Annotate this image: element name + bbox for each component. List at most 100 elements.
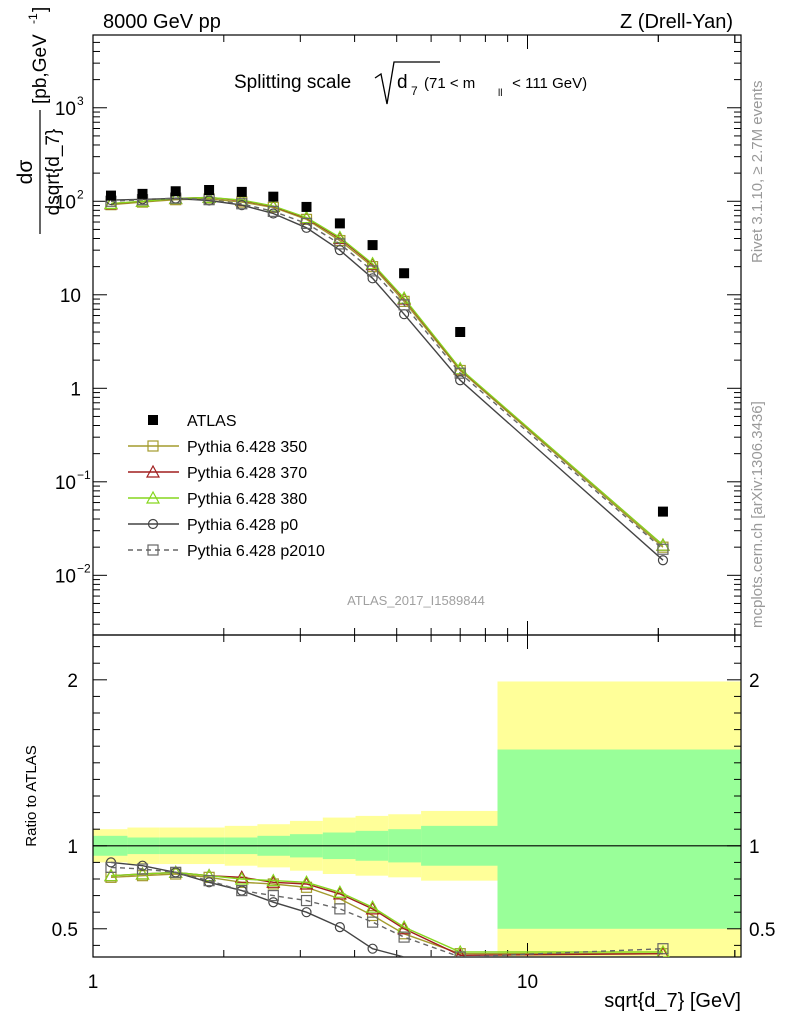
series-point-p380	[299, 210, 314, 224]
legend-label: Pythia 6.428 380	[187, 491, 307, 508]
plot-title-cut-end: < 111 GeV)	[508, 75, 587, 92]
ratio-point-p0	[301, 907, 312, 918]
plot-title-sqrt-sub: 7	[411, 84, 418, 98]
y-tick-label: 10	[55, 566, 76, 587]
y-axis-label-main: dσ dsqrt{d_7} [pb,GeV -1 ]	[14, 7, 64, 234]
ratio-point-p2010	[657, 943, 669, 955]
legend: ATLAS Pythia 6.428 350 Pythia 6.428 370 Pyt…	[128, 413, 325, 560]
main-series	[103, 185, 670, 566]
ratio-point-p0	[367, 943, 378, 954]
sqrt-sign	[374, 61, 440, 105]
ratio-point-p380	[332, 885, 347, 898]
ratio-point-p380	[234, 871, 249, 885]
legend-marker-p2010	[147, 544, 159, 556]
legend-marker-data	[148, 415, 158, 425]
ratio-tick-label-left: 2	[67, 671, 78, 692]
plot-title-main: Splitting scale	[234, 72, 351, 93]
ratio-series	[103, 857, 670, 957]
ratio-point-p380	[656, 944, 670, 957]
ratio-tick-label-right: 1	[749, 837, 760, 858]
ratio-point-p0	[268, 897, 279, 908]
legend-marker-p380	[145, 490, 161, 504]
ratio-tick-label-left: 1	[67, 837, 78, 858]
ratio-point-p2010	[366, 916, 379, 928]
legend-marker-p370	[145, 464, 161, 478]
series-point-p380	[397, 290, 412, 304]
ylabel-numerator: dσ	[14, 160, 37, 185]
legend-label: Pythia 6.428 370	[187, 465, 307, 482]
legend-label: Pythia 6.428 350	[187, 439, 307, 456]
ylabel-denominator: dsqrt{d_7}	[43, 129, 64, 216]
atlas-data-point	[268, 191, 279, 202]
legend-label: ATLAS	[187, 413, 237, 430]
atlas-data-point	[334, 218, 345, 229]
series-point-p380	[332, 230, 347, 244]
y-tick-label: 10	[55, 473, 76, 494]
series-point-p0	[657, 555, 669, 566]
atlas-data-point	[137, 188, 148, 199]
ratio-point-p370	[266, 875, 281, 888]
atlas-data-point	[399, 268, 410, 279]
ratio-point-p2010	[105, 861, 117, 873]
series-point-p2010	[366, 265, 379, 277]
legend-label: Pythia 6.428 p0	[187, 517, 298, 534]
ratio-point-p2010	[454, 951, 466, 957]
atlas-data-point	[170, 186, 181, 197]
series-point-p0	[455, 375, 466, 386]
atlas-data-point	[367, 240, 378, 251]
y-tick-label-exp: −1	[77, 468, 91, 482]
ratio-tick-label-right: 0.5	[749, 920, 775, 941]
atlas-data-point	[105, 190, 116, 201]
atlas-data-point	[301, 201, 312, 212]
ylabel-units-sup: -1	[26, 13, 40, 24]
series-point-p380	[365, 256, 380, 270]
mcplots-label: mcplots.cern.ch [arXiv:1306.3436]	[749, 401, 766, 628]
y-tick-label-exp: −2	[77, 561, 91, 575]
legend-marker-p350	[147, 440, 159, 452]
plot-title-cut: (71 < m	[424, 75, 475, 92]
atlas-data-point	[204, 185, 215, 196]
ratio-point-p2010	[300, 894, 313, 907]
ratio-point-p2010	[203, 875, 215, 887]
ratio-uncertainty-bands	[93, 681, 741, 957]
ratio-point-p2010	[170, 866, 182, 878]
plot-title-cut-sub: ll	[498, 88, 502, 99]
y-tick-label: 10	[55, 192, 76, 213]
legend-label: Pythia 6.428 p2010	[187, 543, 325, 560]
ratio-tick-label-right: 2	[749, 671, 760, 692]
y-tick-label-exp: 2	[77, 187, 84, 201]
ratio-point-p2010	[398, 931, 410, 943]
series-point-p380	[135, 194, 150, 207]
series-point-p2010	[267, 205, 279, 217]
series-point-p0	[334, 245, 345, 256]
x-tick-label: 1	[88, 972, 99, 993]
atlas-data-point	[236, 186, 247, 197]
y-tick-label: 1	[70, 379, 81, 400]
legend-marker-p0	[147, 518, 159, 530]
series-point-p2010	[398, 299, 410, 311]
series-line-p2010	[110, 197, 664, 550]
rivet-label: Rivet 3.1.10, ≥ 2.7M events	[749, 81, 766, 264]
y-tick-label-exp: 3	[77, 94, 84, 108]
series-point-p2010	[657, 543, 669, 555]
atlas-data-point	[657, 506, 668, 517]
y-tick-label: 10	[55, 99, 76, 120]
analysis-watermark: ATLAS_2017_I1589844	[347, 593, 485, 608]
atlas-data-point	[455, 326, 466, 337]
y-axis-label-ratio: Ratio to ATLAS	[23, 745, 40, 846]
series-point-p380	[103, 196, 118, 209]
ylabel-units: [pb,GeV	[30, 34, 51, 104]
ylabel-units-end: ]	[30, 7, 51, 12]
process-label: Z (Drell-Yan)	[620, 11, 733, 33]
plot-title-sqrt-arg: d	[397, 72, 408, 93]
y-tick-label: 10	[60, 286, 81, 307]
ratio-point-p380	[299, 875, 314, 888]
ratio-tick-label-left: 0.5	[52, 920, 78, 941]
ratio-line-p2010	[110, 866, 664, 957]
series-point-p2010	[300, 217, 313, 229]
ratio-point-p2010	[267, 889, 279, 902]
ratio-point-p2010	[334, 903, 346, 915]
plot-title: Splitting scale d 7 (71 < m ll < 111 GeV…	[234, 61, 587, 105]
